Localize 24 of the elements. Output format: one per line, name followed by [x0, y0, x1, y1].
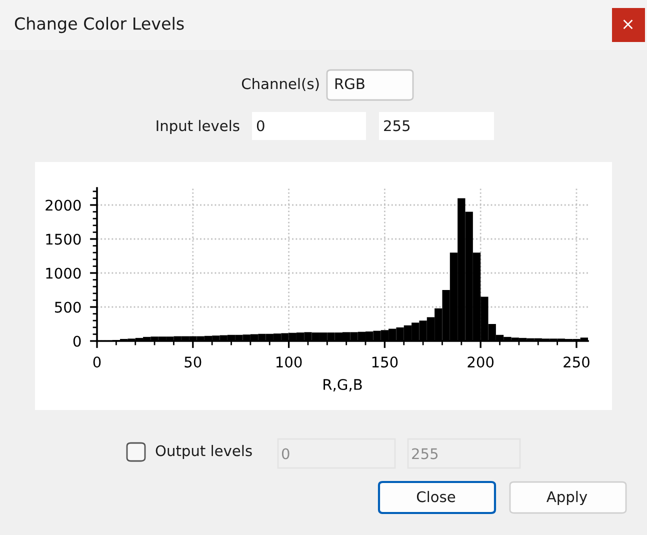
x-tick-label: 200 — [468, 356, 494, 368]
text: × — [623, 20, 633, 30]
text: Input levels — [156, 120, 240, 134]
x-axis-title: R,G,B — [324, 378, 362, 392]
text: Output levels — [156, 444, 252, 460]
x-tick-label: 150 — [372, 356, 398, 368]
text: Channel(s) — [242, 78, 319, 91]
y-tick-label: 1000 — [46, 268, 81, 279]
x-tick-label: 100 — [276, 356, 302, 368]
y-tick-label: 2000 — [46, 200, 81, 211]
text: Change Color Levels — [14, 16, 184, 34]
x-tick-label: 50 — [184, 356, 202, 368]
text: 0 — [282, 448, 290, 460]
text: 255 — [412, 448, 438, 460]
text: Apply — [546, 490, 588, 506]
y-tick-label: 500 — [55, 302, 81, 313]
text: 255 — [384, 120, 410, 132]
x-tick-label: 250 — [564, 356, 590, 368]
y-tick-label: 1500 — [46, 234, 81, 245]
text: Close — [416, 490, 456, 502]
y-tick-label: 0 — [73, 336, 81, 347]
x-tick-label: 0 — [93, 356, 101, 368]
text: 0 — [256, 120, 264, 132]
text: RGB — [335, 78, 364, 90]
